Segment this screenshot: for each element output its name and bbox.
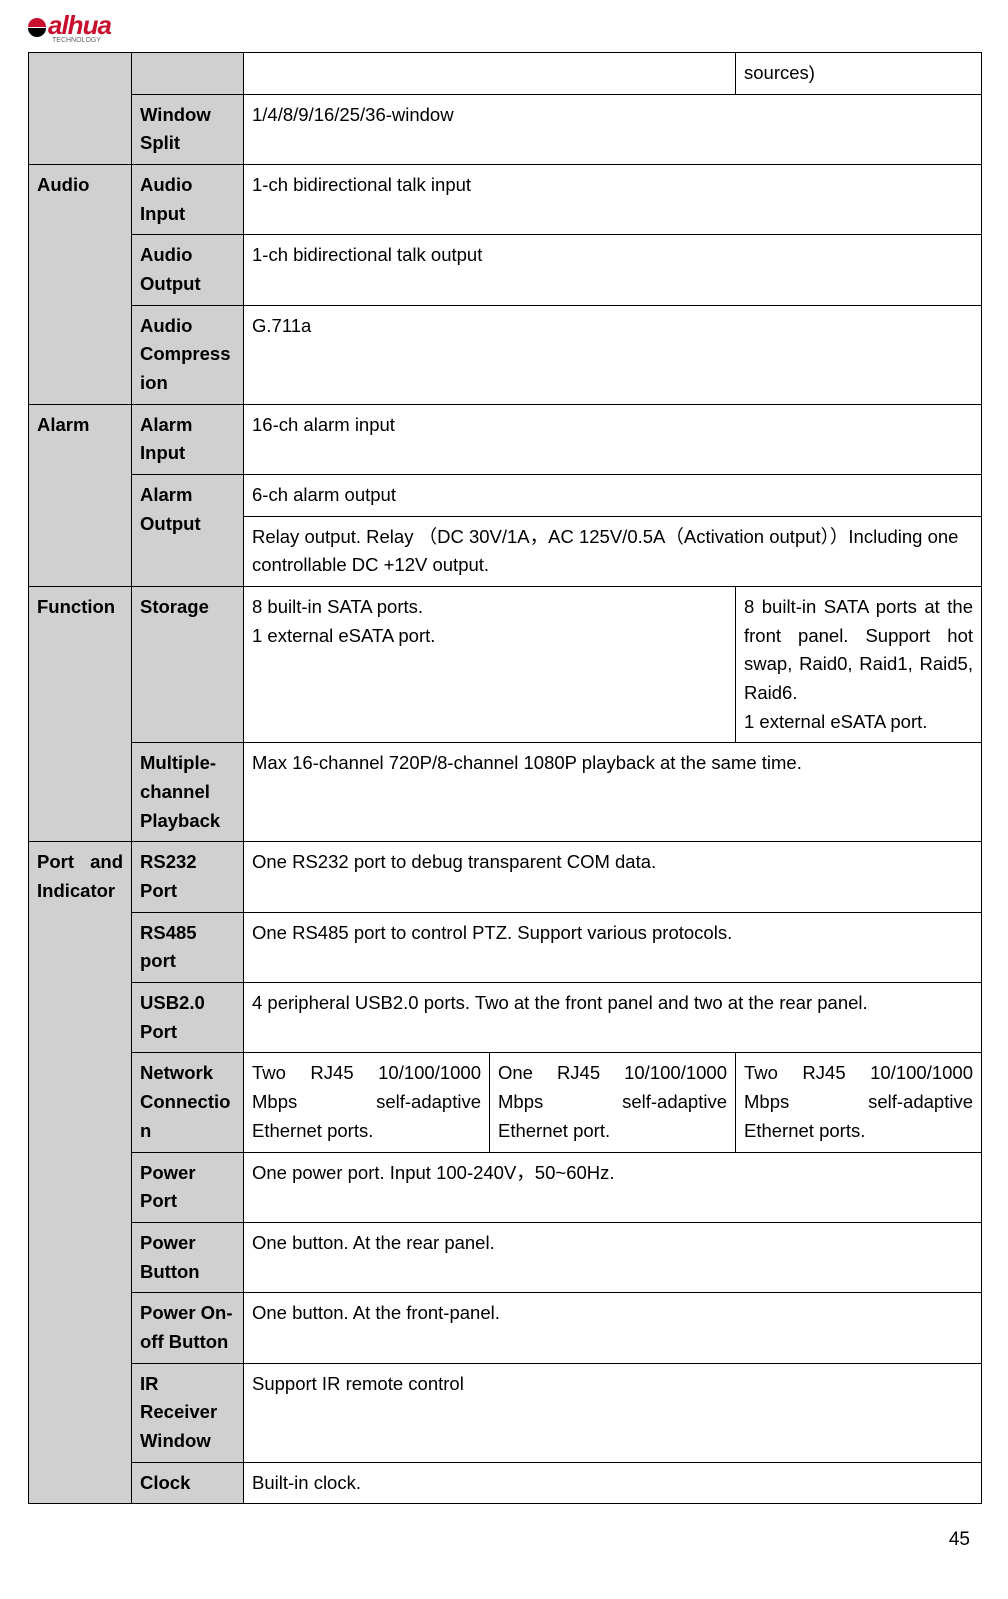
cell-alarm-label: Alarm [29, 404, 132, 586]
cell-network-label: Network Connection [132, 1053, 244, 1152]
cell-network-c1: Two RJ45 10/100/1000 Mbps self-adaptive … [244, 1053, 490, 1152]
cell-powerbutton-label: Power Button [132, 1222, 244, 1292]
page-number: 45 [28, 1529, 980, 1551]
cell-network-c2: One RJ45 10/100/1000 Mbps self-adaptive … [490, 1053, 736, 1152]
cell-storage-c1: 8 built-in SATA ports. 1 external eSATA … [244, 587, 736, 743]
logo-subtext: TECHNOLOGY [52, 37, 111, 44]
cell-windowsplit-value: 1/4/8/9/16/25/36-window [244, 94, 982, 164]
cell-ir-label: IR Receiver Window [132, 1363, 244, 1462]
cell-audio-label: Audio [29, 165, 132, 405]
cell-storage-c2: 8 built-in SATA ports at the front panel… [736, 587, 982, 743]
cell-rs232-value: One RS232 port to debug transparent COM … [244, 842, 982, 912]
cell-rs485-label: RS485 port [132, 912, 244, 982]
cell-alarm-output-v2: Relay output. Relay （DC 30V/1A，AC 125V/0… [244, 516, 982, 586]
cell-rs232-label: RS232 Port [132, 842, 244, 912]
cell-powerbutton-value: One button. At the rear panel. [244, 1222, 982, 1292]
cell-empty-value [244, 53, 736, 95]
cell-ir-value: Support IR remote control [244, 1363, 982, 1462]
cell-windowsplit-label: Window Split [132, 94, 244, 164]
cell-audio-comp-value: G.711a [244, 305, 982, 404]
cell-clock-value: Built-in clock. [244, 1462, 982, 1504]
cell-usb-label: USB2.0 Port [132, 983, 244, 1053]
cell-playback-value: Max 16-channel 720P/8-channel 1080P play… [244, 743, 982, 842]
cell-storage-label: Storage [132, 587, 244, 743]
cell-powerport-value: One power port. Input 100-240V，50~60Hz. [244, 1152, 982, 1222]
cell-audio-comp-label: Audio Compression [132, 305, 244, 404]
cell-poweronoff-label: Power On-off Button [132, 1293, 244, 1363]
cell-empty-subcat [132, 53, 244, 95]
brand-logo: alhua TECHNOLOGY [28, 10, 980, 44]
cell-poweronoff-value: One button. At the front-panel. [244, 1293, 982, 1363]
cell-alarm-output-label: Alarm Output [132, 475, 244, 587]
cell-alarm-output-v1: 6-ch alarm output [244, 475, 982, 517]
cell-function-label: Function [29, 587, 132, 842]
cell-clock-label: Clock [132, 1462, 244, 1504]
cell-powerport-label: Power Port [132, 1152, 244, 1222]
cell-sources: sources) [736, 53, 982, 95]
cell-audio-input-label: Audio Input [132, 165, 244, 235]
spec-table: sources) Window Split 1/4/8/9/16/25/36-w… [28, 52, 982, 1504]
cell-audio-output-value: 1-ch bidirectional talk output [244, 235, 982, 305]
cell-alarm-input-value: 16-ch alarm input [244, 404, 982, 474]
cell-empty-category [29, 53, 132, 165]
cell-port-label: Port and Indicator [29, 842, 132, 1504]
logo-icon [28, 18, 46, 37]
cell-alarm-input-label: Alarm Input [132, 404, 244, 474]
cell-audio-output-label: Audio Output [132, 235, 244, 305]
cell-audio-input-value: 1-ch bidirectional talk input [244, 165, 982, 235]
cell-playback-label: Multiple-channel Playback [132, 743, 244, 842]
cell-usb-value: 4 peripheral USB2.0 ports. Two at the fr… [244, 983, 982, 1053]
cell-network-c3: Two RJ45 10/100/1000 Mbps self-adaptive … [736, 1053, 982, 1152]
cell-rs485-value: One RS485 port to control PTZ. Support v… [244, 912, 982, 982]
